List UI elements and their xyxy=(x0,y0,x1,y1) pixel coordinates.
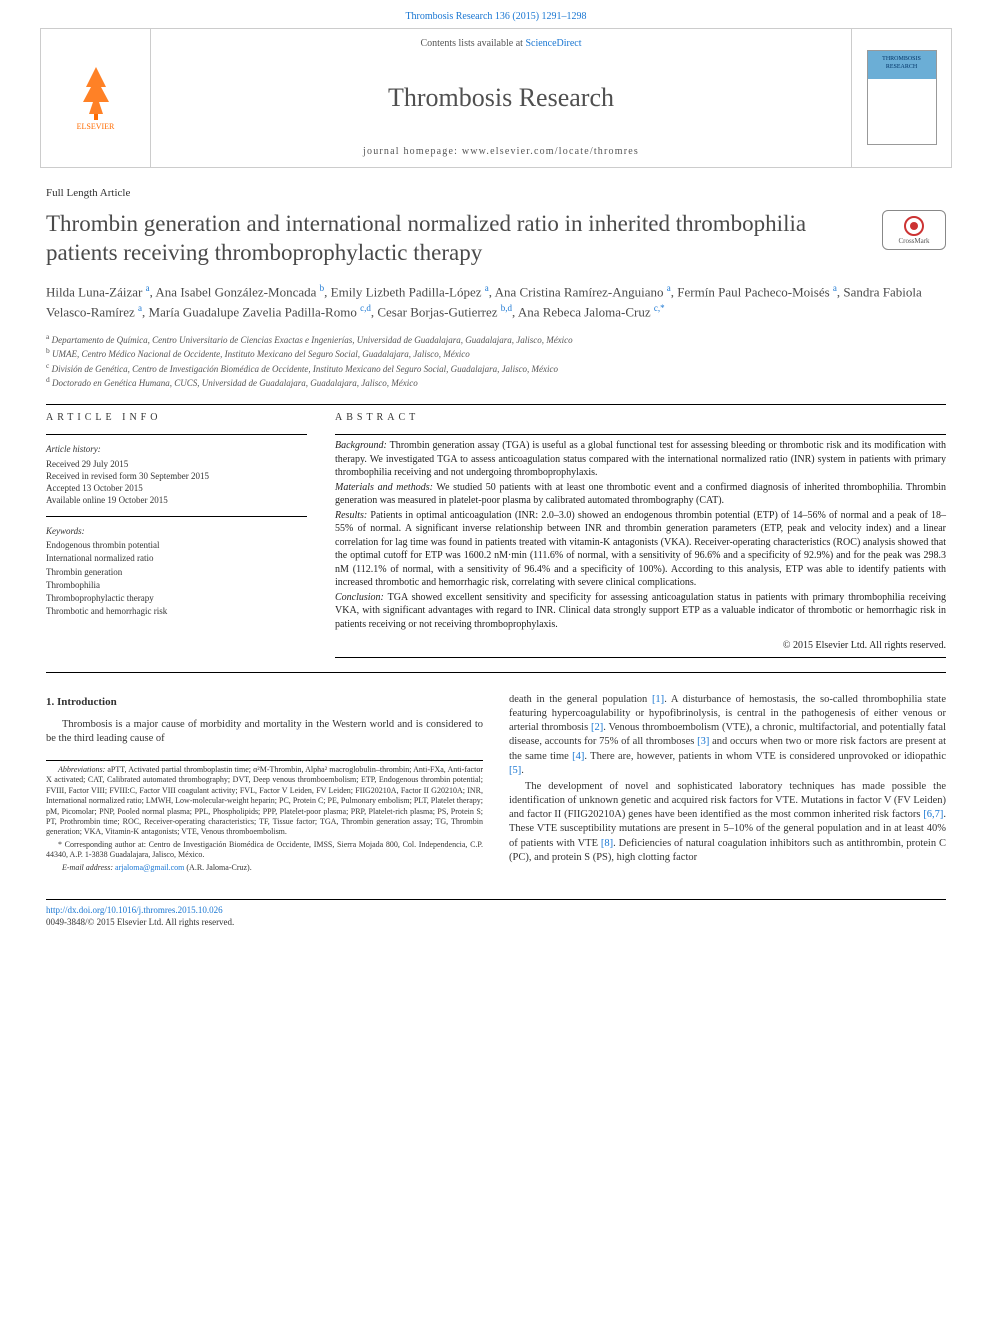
history-line: Available online 19 October 2015 xyxy=(46,494,307,506)
abstract-results: Results: Patients in optimal anticoagula… xyxy=(335,509,946,590)
crossmark-icon xyxy=(903,215,925,237)
results-label: Results: xyxy=(335,510,367,521)
cite-6-7[interactable]: [6,7] xyxy=(923,809,943,820)
affiliation-line: a Departamento de Química, Centro Univer… xyxy=(46,332,946,347)
running-head: Thrombosis Research 136 (2015) 1291–1298 xyxy=(0,0,992,28)
email-link[interactable]: arjaloma@gmail.com xyxy=(115,863,184,872)
email-who: (A.R. Jaloma-Cruz). xyxy=(184,863,251,872)
keyword-list: Endogenous thrombin potentialInternation… xyxy=(46,539,307,617)
abstract-methods: Materials and methods: We studied 50 pat… xyxy=(335,481,946,508)
elsevier-logo: ELSEVIER xyxy=(41,29,151,167)
keyword-item: Endogenous thrombin potential xyxy=(46,539,307,551)
email-footnote: E-mail address: arjaloma@gmail.com (A.R.… xyxy=(46,863,483,873)
cite-4[interactable]: [4] xyxy=(572,751,584,762)
abbreviations-footnote: Abbreviations: aPTT, Activated partial t… xyxy=(46,765,483,838)
article-info-sidebar: ARTICLE INFO Article history: Received 2… xyxy=(46,411,307,662)
abstract-heading: ABSTRACT xyxy=(335,411,946,425)
abstract-conclusion: Conclusion: TGA showed excellent sensiti… xyxy=(335,591,946,632)
abstract-rule xyxy=(335,434,946,435)
doi-link[interactable]: http://dx.doi.org/10.1016/j.thromres.201… xyxy=(46,905,223,915)
history-line: Accepted 13 October 2015 xyxy=(46,482,307,494)
journal-masthead: ELSEVIER Contents lists available at Sci… xyxy=(40,28,952,168)
affiliation-line: c División de Genética, Centro de Invest… xyxy=(46,361,946,376)
history-line: Received 29 July 2015 xyxy=(46,458,307,470)
history-lines: Received 29 July 2015Received in revised… xyxy=(46,458,307,507)
issn-copyright: 0049-3848/© 2015 Elsevier Ltd. All right… xyxy=(46,916,946,928)
bg-text: Thrombin generation assay (TGA) is usefu… xyxy=(335,440,946,478)
cite-1[interactable]: [1] xyxy=(652,694,664,705)
tree-icon xyxy=(71,62,121,122)
cover-image: THROMBOSIS RESEARCH xyxy=(867,50,937,145)
intro-para-1: Thrombosis is a major cause of morbidity… xyxy=(46,718,483,746)
bg-label: Background: xyxy=(335,440,387,451)
keyword-item: Thrombin generation xyxy=(46,566,307,578)
footnote-block: Abbreviations: aPTT, Activated partial t… xyxy=(46,760,483,873)
abstract-background: Background: Thrombin generation assay (T… xyxy=(335,439,946,480)
masthead-center: Contents lists available at ScienceDirec… xyxy=(151,29,851,167)
title-row: Thrombin generation and international no… xyxy=(46,210,946,282)
section-rule xyxy=(46,404,946,405)
t6: . xyxy=(521,765,524,776)
affiliation-list: a Departamento de Química, Centro Univer… xyxy=(46,332,946,390)
intro-para-cont: death in the general population [1]. A d… xyxy=(509,693,946,778)
methods-label: Materials and methods: xyxy=(335,482,433,493)
history-label: Article history: xyxy=(46,443,307,455)
journal-title: Thrombosis Research xyxy=(151,80,851,115)
body-top-rule xyxy=(46,672,946,673)
corresponding-author-footnote: * Corresponding author at: Centro de Inv… xyxy=(46,840,483,861)
cite-8[interactable]: [8] xyxy=(601,838,613,849)
cite-3[interactable]: [3] xyxy=(697,736,709,747)
crossmark-label: CrossMark xyxy=(898,237,929,246)
article-title: Thrombin generation and international no… xyxy=(46,210,870,268)
cite-5[interactable]: [5] xyxy=(509,765,521,776)
t5: . There are, however, patients in whom V… xyxy=(584,751,946,762)
intro-para-2: The development of novel and sophisticat… xyxy=(509,780,946,865)
keyword-item: Thrombotic and hemorrhagic risk xyxy=(46,605,307,617)
affiliation-line: b UMAE, Centro Médico Nacional de Occide… xyxy=(46,346,946,361)
article-type-label: Full Length Article xyxy=(46,186,946,201)
affiliation-line: d Doctorado en Genética Humana, CUCS, Un… xyxy=(46,375,946,390)
contents-line: Contents lists available at ScienceDirec… xyxy=(151,37,851,51)
article-content: Full Length Article Thrombin generation … xyxy=(0,186,992,873)
t1: death in the general population xyxy=(509,694,652,705)
sciencedirect-link[interactable]: ScienceDirect xyxy=(525,38,581,49)
article-info-heading: ARTICLE INFO xyxy=(46,411,307,425)
journal-cover-thumb: THROMBOSIS RESEARCH xyxy=(851,29,951,167)
abbrev-label: Abbreviations: xyxy=(58,765,105,774)
abbrev-text: aPTT, Activated partial thromboplastin t… xyxy=(46,765,483,836)
citation-text: Thrombosis Research 136 (2015) 1291–1298 xyxy=(405,11,586,22)
body-two-column: 1. Introduction Thrombosis is a major ca… xyxy=(46,693,946,873)
abstract-bottom-rule xyxy=(335,657,946,658)
keyword-item: Thrombophilia xyxy=(46,579,307,591)
history-line: Received in revised form 30 September 20… xyxy=(46,470,307,482)
crossmark-badge[interactable]: CrossMark xyxy=(882,210,946,250)
results-text: Patients in optimal anticoagulation (INR… xyxy=(335,510,946,589)
keywords-label: Keywords: xyxy=(46,525,307,537)
page-footer: http://dx.doi.org/10.1016/j.thromres.201… xyxy=(46,899,946,928)
abstract-block: ABSTRACT Background: Thrombin generation… xyxy=(335,411,946,662)
corr-text: Corresponding author at: Centro de Inves… xyxy=(46,840,483,859)
contents-prefix: Contents lists available at xyxy=(420,38,525,49)
publisher-label: ELSEVIER xyxy=(77,122,115,133)
journal-homepage[interactable]: journal homepage: www.elsevier.com/locat… xyxy=(151,145,851,159)
keyword-item: International normalized ratio xyxy=(46,552,307,564)
keyword-item: Thromboprophylactic therapy xyxy=(46,592,307,604)
info-rule xyxy=(46,434,307,435)
t7: The development of novel and sophisticat… xyxy=(509,781,946,820)
author-list: Hilda Luna-Záizar a, Ana Isabel González… xyxy=(46,282,946,322)
info-rule xyxy=(46,516,307,517)
abstract-copyright: © 2015 Elsevier Ltd. All rights reserved… xyxy=(335,639,946,653)
concl-text: TGA showed excellent sensitivity and spe… xyxy=(335,592,946,630)
info-abstract-row: ARTICLE INFO Article history: Received 2… xyxy=(46,411,946,662)
email-label: E-mail address: xyxy=(62,863,115,872)
section-1-heading: 1. Introduction xyxy=(46,695,483,710)
concl-label: Conclusion: xyxy=(335,592,384,603)
cite-2[interactable]: [2] xyxy=(591,722,603,733)
